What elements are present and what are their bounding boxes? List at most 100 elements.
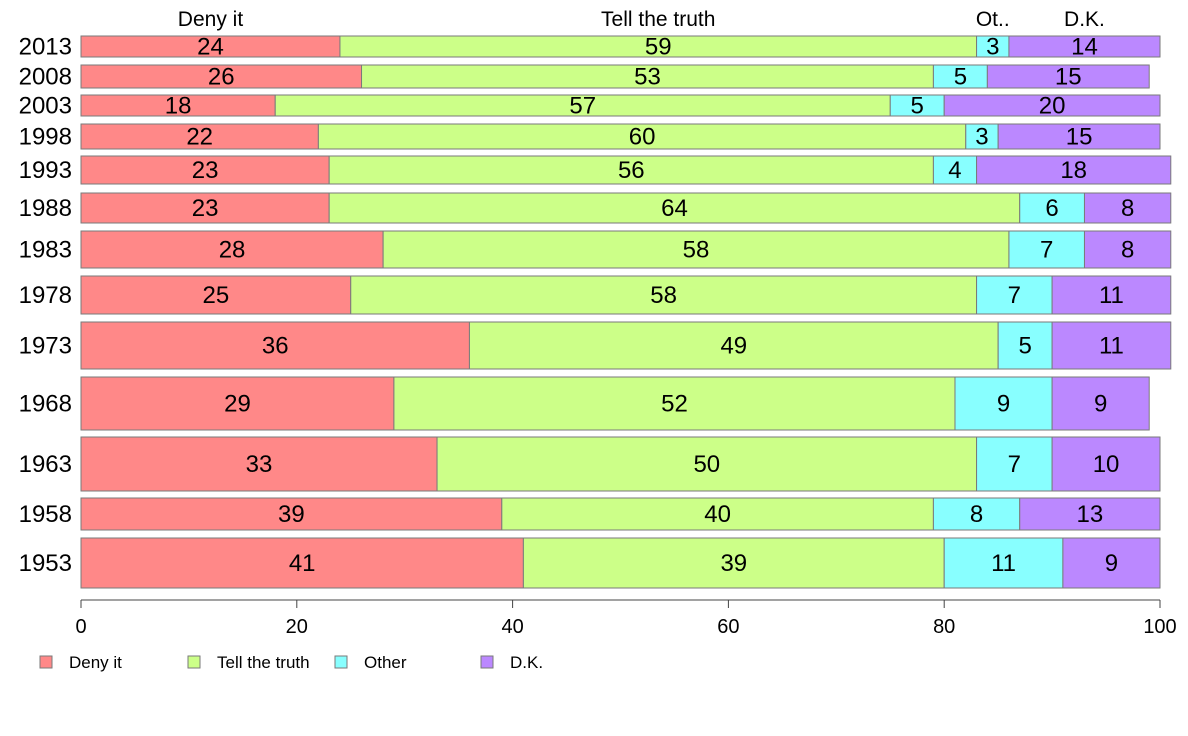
data-label: 64 [661, 195, 688, 222]
category-label: 1968 [19, 391, 72, 418]
data-label: 59 [645, 34, 672, 61]
series-top-labels: Deny it Tell the truth Ot.. D.K. [178, 8, 1105, 31]
bar-segment [976, 155, 1172, 185]
data-label: 7 [1008, 282, 1021, 309]
category-label: 1963 [19, 451, 72, 478]
bar-segment [80, 436, 438, 492]
data-label: 3 [986, 34, 999, 61]
bar-segment [80, 192, 330, 224]
data-label: 7 [1040, 237, 1053, 264]
bar-segment [468, 321, 999, 370]
data-label: 10 [1093, 451, 1120, 478]
bar-segment [943, 537, 1064, 589]
data-label: 50 [693, 451, 720, 478]
data-label: 11 [1099, 282, 1124, 309]
bar-segment [986, 64, 1150, 89]
data-label: 18 [1060, 157, 1087, 184]
legend-label: Tell the truth [217, 653, 310, 672]
bar-segment [1051, 321, 1172, 370]
data-label: 9 [1094, 391, 1107, 418]
x-tick-label: 60 [717, 616, 739, 638]
data-label: 5 [1018, 333, 1031, 360]
data-label: 22 [186, 124, 213, 151]
bar-segment [1083, 230, 1172, 269]
data-label: 56 [618, 157, 645, 184]
bar-segment [80, 537, 524, 589]
data-label: 39 [720, 550, 747, 577]
legend-swatch [187, 655, 201, 669]
category-label: 2003 [19, 93, 72, 120]
data-label: 8 [1121, 237, 1134, 264]
data-label: 52 [661, 391, 688, 418]
series-top-label: Deny it [178, 8, 244, 31]
bar-segment [943, 94, 1161, 117]
data-label: 13 [1077, 501, 1104, 528]
data-label: 18 [165, 93, 192, 120]
legend-label: D.K. [510, 653, 543, 672]
category-label: 2013 [19, 34, 72, 61]
category-label: 1973 [19, 333, 72, 360]
bar-segment [80, 497, 503, 531]
bar-segment [997, 321, 1053, 370]
bar-segment [350, 275, 978, 315]
bar-segment [80, 321, 470, 370]
data-label: 7 [1008, 451, 1021, 478]
data-label: 9 [1105, 550, 1118, 577]
bar-segment [932, 155, 978, 185]
category-label: 1988 [19, 195, 72, 222]
legend: Deny it Tell the truth Other D.K. [39, 653, 543, 672]
bar-segment [80, 275, 352, 315]
data-label: 6 [1045, 195, 1058, 222]
data-label: 23 [192, 157, 219, 184]
data-label: 49 [720, 333, 747, 360]
data-label: 33 [246, 451, 273, 478]
data-label: 5 [954, 64, 967, 91]
bar-segment [328, 155, 934, 185]
category-label: 1993 [19, 157, 72, 184]
category-label: 1998 [19, 124, 72, 151]
data-label: 57 [569, 93, 596, 120]
data-label: 5 [911, 93, 924, 120]
legend-label: Deny it [69, 653, 122, 672]
category-label: 1953 [19, 550, 72, 577]
x-axis: 0 20 40 60 80 100 [75, 599, 1177, 638]
legend-swatch [334, 655, 348, 669]
data-label: 8 [970, 501, 983, 528]
data-label: 25 [203, 282, 230, 309]
bar-segment [80, 123, 319, 150]
bar-segment [317, 123, 967, 150]
data-label: 58 [683, 237, 710, 264]
bar-segment [1008, 230, 1085, 269]
bar-segment [1019, 497, 1161, 531]
bar-segment [1051, 275, 1172, 315]
data-label: 14 [1071, 34, 1098, 61]
bar-segment [501, 497, 934, 531]
data-label: 39 [278, 501, 305, 528]
category-label: 1958 [19, 501, 72, 528]
data-label: 41 [289, 550, 316, 577]
data-label: 15 [1066, 124, 1093, 151]
x-tick-label: 80 [933, 616, 955, 638]
bar-segment [1062, 537, 1161, 589]
category-label: 2008 [19, 64, 72, 91]
data-label: 58 [650, 282, 677, 309]
data-label: 23 [192, 195, 219, 222]
data-label: 11 [991, 550, 1016, 577]
data-label: 20 [1039, 93, 1066, 120]
bar-segment [80, 155, 330, 185]
x-tick-label: 100 [1143, 616, 1176, 638]
data-label: 29 [224, 391, 251, 418]
series-top-label: Ot.. [976, 8, 1010, 31]
bar-segment [976, 436, 1053, 492]
bar-segment [976, 275, 1053, 315]
bar-segment [997, 123, 1161, 150]
x-tick-label: 20 [286, 616, 308, 638]
bar-segment [1051, 436, 1161, 492]
legend-swatch [39, 655, 53, 669]
legend-swatch [480, 655, 494, 669]
x-tick-label: 40 [501, 616, 523, 638]
data-label: 24 [197, 34, 224, 61]
bar-segment [1019, 192, 1085, 224]
